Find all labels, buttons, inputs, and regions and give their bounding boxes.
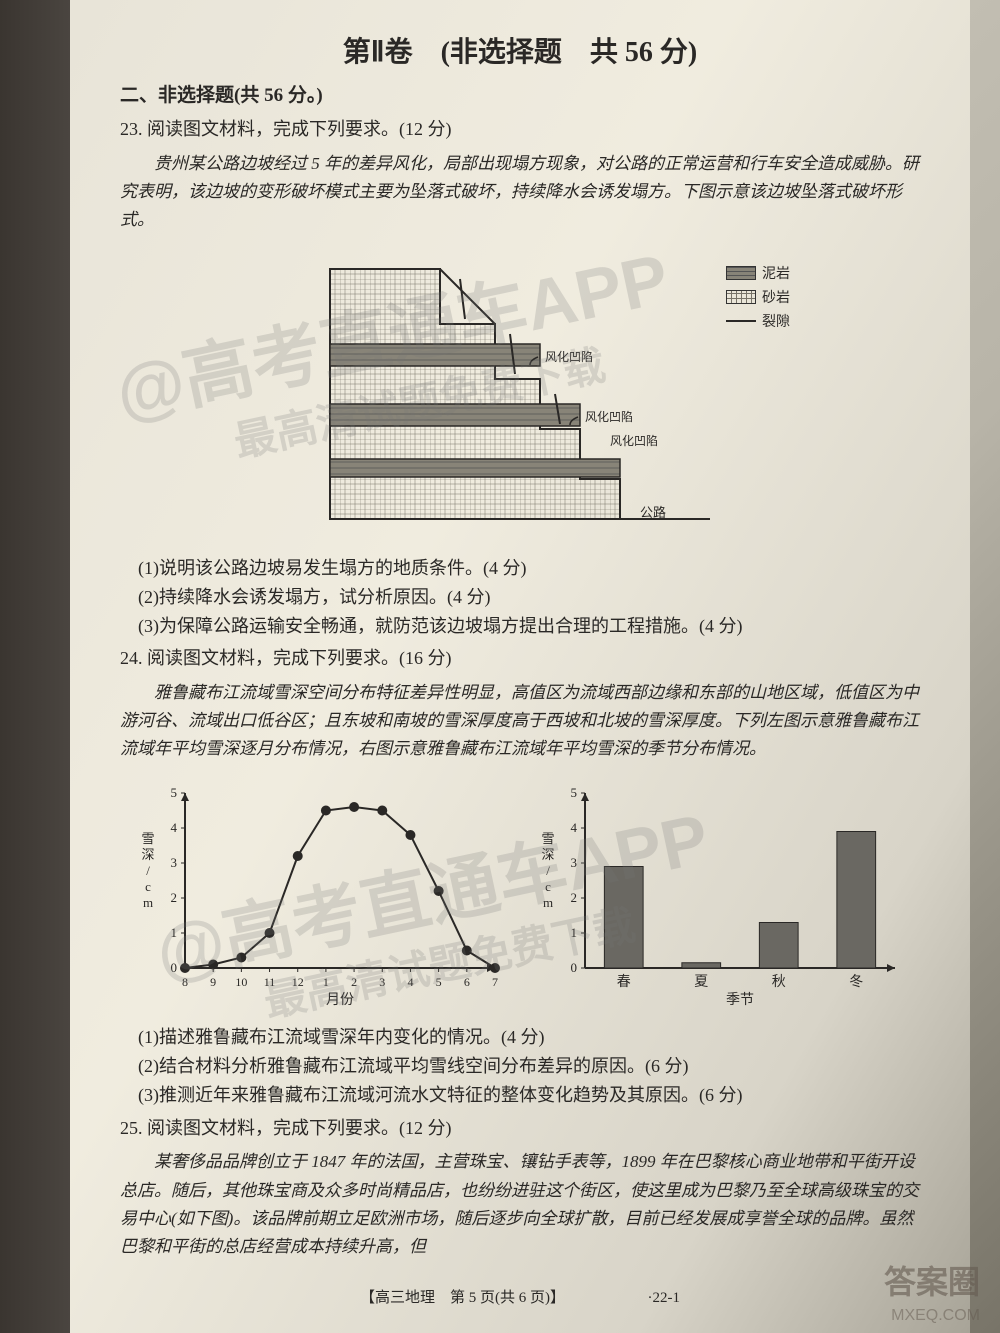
q24-passage: 雅鲁藏布江流域雪深空间分布特征差异性明显，高值区为流域西部边缘和东部的山地区域，… [120, 679, 920, 763]
svg-text:深: 深 [141, 847, 154, 862]
line-chart: 012345891011121234567雪深/cm月份 [130, 778, 510, 1008]
svg-text:5: 5 [171, 785, 178, 800]
q25-passage: 某奢侈品品牌创立于 1847 年的法国，主营珠宝、镶钻手表等，1899 年在巴黎… [120, 1148, 920, 1260]
legend-mud: 泥岩 [762, 263, 790, 283]
paper-title: 第Ⅱ卷 (非选择题 共 56 分) [120, 30, 920, 70]
svg-text:6: 6 [464, 975, 470, 989]
svg-text:3: 3 [171, 855, 178, 870]
q24-head: 24. 阅读图文材料，完成下列要求。(16 分) [120, 644, 920, 673]
q23-head: 23. 阅读图文材料，完成下列要求。(12 分) [120, 115, 920, 144]
q24-sub1: (1)描述雅鲁藏布江流域雪深年内变化的情况。(4 分) [138, 1023, 920, 1052]
q23-passage: 贵州某公路边坡经过 5 年的差异风化，局部出现塌方现象，对公路的正常运营和行车安… [120, 150, 920, 234]
section-heading: 二、非选择题(共 56 分。) [120, 80, 920, 107]
slope-diagram: 风化凹陷 风化凹陷 风化凹陷 公路 泥岩 砂岩 裂隙 [310, 249, 730, 539]
svg-text:1: 1 [171, 925, 178, 940]
svg-text:秋: 秋 [772, 974, 786, 990]
svg-text:1: 1 [571, 925, 578, 940]
slope-svg: 风化凹陷 风化凹陷 风化凹陷 公路 [310, 249, 730, 539]
q24-sub2: (2)结合材料分析雅鲁藏布江流域平均雪线空间分布差异的原因。(6 分) [138, 1052, 920, 1081]
svg-text:冬: 冬 [849, 974, 863, 990]
svg-text:m: m [143, 895, 153, 910]
exam-page: 第Ⅱ卷 (非选择题 共 56 分) 二、非选择题(共 56 分。) 23. 阅读… [70, 0, 970, 1333]
svg-text:夏: 夏 [694, 974, 708, 990]
cavity-label-2: 风化凹陷 [585, 409, 633, 424]
svg-text:/: / [546, 863, 550, 878]
legend-crack: 裂隙 [762, 311, 790, 331]
svg-text:4: 4 [407, 975, 413, 989]
svg-text:8: 8 [182, 975, 188, 989]
svg-text:雪: 雪 [141, 831, 154, 846]
q25-head: 25. 阅读图文材料，完成下列要求。(12 分) [120, 1114, 920, 1143]
q23-sub1: (1)说明该公路边坡易发生塌方的地质条件。(4 分) [138, 554, 920, 583]
footer-left: 【高三地理 第 5 页(共 6 页)】 [360, 1290, 565, 1306]
svg-text:m: m [543, 895, 553, 910]
svg-text:0: 0 [171, 960, 178, 975]
svg-text:2: 2 [571, 890, 578, 905]
svg-text:c: c [145, 879, 151, 894]
page-footer: 【高三地理 第 5 页(共 6 页)】 ·22-1 [120, 1286, 920, 1307]
diagram-legend: 泥岩 砂岩 裂隙 [726, 259, 790, 335]
cavity-label-1: 风化凹陷 [545, 349, 593, 364]
charts-row: 012345891011121234567雪深/cm月份 012345春夏秋冬雪… [120, 778, 920, 1008]
svg-text:雪: 雪 [541, 831, 554, 846]
svg-text:11: 11 [264, 975, 276, 989]
answer-badge: 答案圈 [884, 1257, 980, 1303]
bar-chart: 0 1 2 3 4 5 春 夏 秋 冬 雪深/cm 季节 [530, 778, 910, 1008]
q23-sub3: (3)为保障公路运输安全畅通，就防范该边坡塌方提出合理的工程措施。(4 分) [138, 612, 920, 641]
svg-text:0: 0 [571, 960, 578, 975]
svg-text:7: 7 [492, 975, 498, 989]
svg-text:2: 2 [171, 890, 178, 905]
road-label: 公路 [640, 505, 666, 520]
svg-text:3: 3 [379, 975, 385, 989]
footer-right: ·22-1 [648, 1290, 681, 1306]
q24-sub3: (3)推测近年来雅鲁藏布江流域河流水文特征的整体变化趋势及其原因。(6 分) [138, 1081, 920, 1110]
svg-text:2: 2 [351, 975, 357, 989]
svg-text:5: 5 [436, 975, 442, 989]
legend-sand: 砂岩 [762, 287, 790, 307]
svg-text:深: 深 [541, 847, 554, 862]
mx-badge: MXEQ.COM [891, 1307, 980, 1325]
svg-text:3: 3 [571, 855, 578, 870]
svg-text:4: 4 [171, 820, 178, 835]
svg-text:5: 5 [571, 785, 578, 800]
svg-text:10: 10 [235, 975, 247, 989]
svg-text:季节: 季节 [726, 992, 754, 1008]
svg-text:12: 12 [292, 975, 304, 989]
svg-text:9: 9 [210, 975, 216, 989]
svg-text:c: c [545, 879, 551, 894]
svg-text:/: / [146, 863, 150, 878]
svg-text:春: 春 [617, 974, 631, 990]
svg-text:4: 4 [571, 820, 578, 835]
q23-sub2: (2)持续降水会诱发塌方，试分析原因。(4 分) [138, 583, 920, 612]
svg-text:1: 1 [323, 975, 329, 989]
page-dark-edge [0, 0, 70, 1333]
cavity-label-3: 风化凹陷 [610, 433, 658, 448]
svg-text:月份: 月份 [326, 992, 354, 1008]
